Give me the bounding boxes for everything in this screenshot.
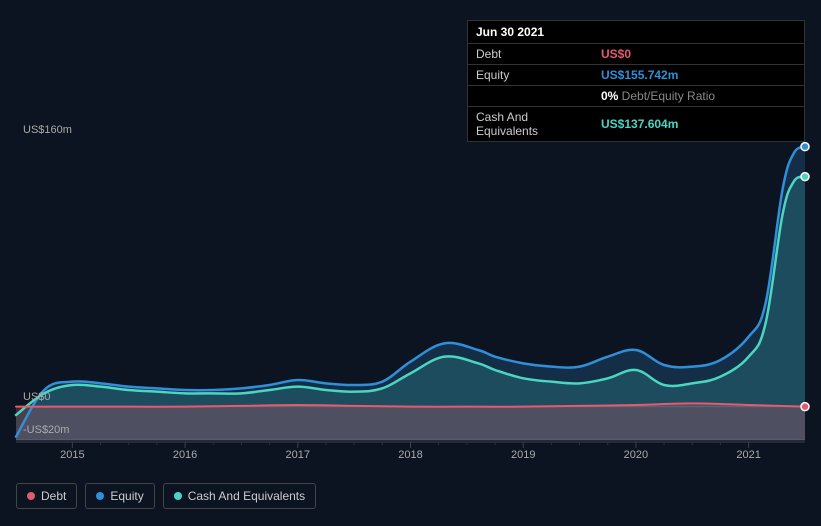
x-tick-label: 2017: [286, 449, 310, 461]
tooltip-key: [468, 86, 593, 107]
x-tick-label: 2021: [736, 449, 760, 461]
financial-chart: { "chart": { "type": "area", "width": 82…: [0, 0, 821, 526]
area-cash: [16, 177, 805, 440]
legend-item-equity[interactable]: Equity: [85, 483, 154, 509]
tooltip-key: Equity: [468, 65, 593, 86]
tooltip-value: US$0: [601, 47, 631, 61]
data-tooltip: Jun 30 2021 Debt US$0 Equity US$155.742m 0% …: [467, 20, 805, 142]
x-tick-label: 2020: [624, 449, 648, 461]
legend-dot-icon: [174, 492, 182, 500]
legend-label: Equity: [110, 489, 143, 503]
tooltip-key: Cash And Equivalents: [468, 107, 593, 142]
legend-label: Debt: [41, 489, 66, 503]
y-tick-label: -US$20m: [23, 424, 69, 436]
tooltip-key: Debt: [468, 44, 593, 65]
legend-item-debt[interactable]: Debt: [16, 483, 77, 509]
legend-dot-icon: [27, 492, 35, 500]
legend-item-cash-and-equivalents[interactable]: Cash And Equivalents: [163, 483, 316, 509]
legend-label: Cash And Equivalents: [188, 489, 305, 503]
tooltip-value-cell: 0% Debt/Equity Ratio: [593, 86, 804, 107]
y-tick-label: US$0: [23, 391, 51, 403]
x-tick-label: 2015: [60, 449, 84, 461]
tooltip-suffix: Debt/Equity Ratio: [618, 89, 715, 103]
tooltip-value: 0%: [601, 89, 618, 103]
x-tick-label: 2019: [511, 449, 535, 461]
tooltip-date: Jun 30 2021: [468, 21, 804, 43]
tooltip-value: US$137.604m: [601, 117, 678, 131]
x-tick-label: 2016: [173, 449, 197, 461]
area-debt: [16, 403, 805, 440]
x-tick-label: 2018: [398, 449, 422, 461]
chart-legend: Debt Equity Cash And Equivalents: [16, 483, 316, 509]
y-tick-label: US$160m: [23, 124, 72, 136]
tooltip-value-cell: US$137.604m: [593, 107, 804, 142]
tooltip-value: US$155.742m: [601, 68, 678, 82]
end-marker-debt: [801, 403, 809, 411]
end-marker-cash: [801, 173, 809, 181]
tooltip-value-cell: US$155.742m: [593, 65, 804, 86]
tooltip-value-cell: US$0: [593, 44, 804, 65]
legend-dot-icon: [96, 492, 104, 500]
end-marker-equity: [801, 143, 809, 151]
